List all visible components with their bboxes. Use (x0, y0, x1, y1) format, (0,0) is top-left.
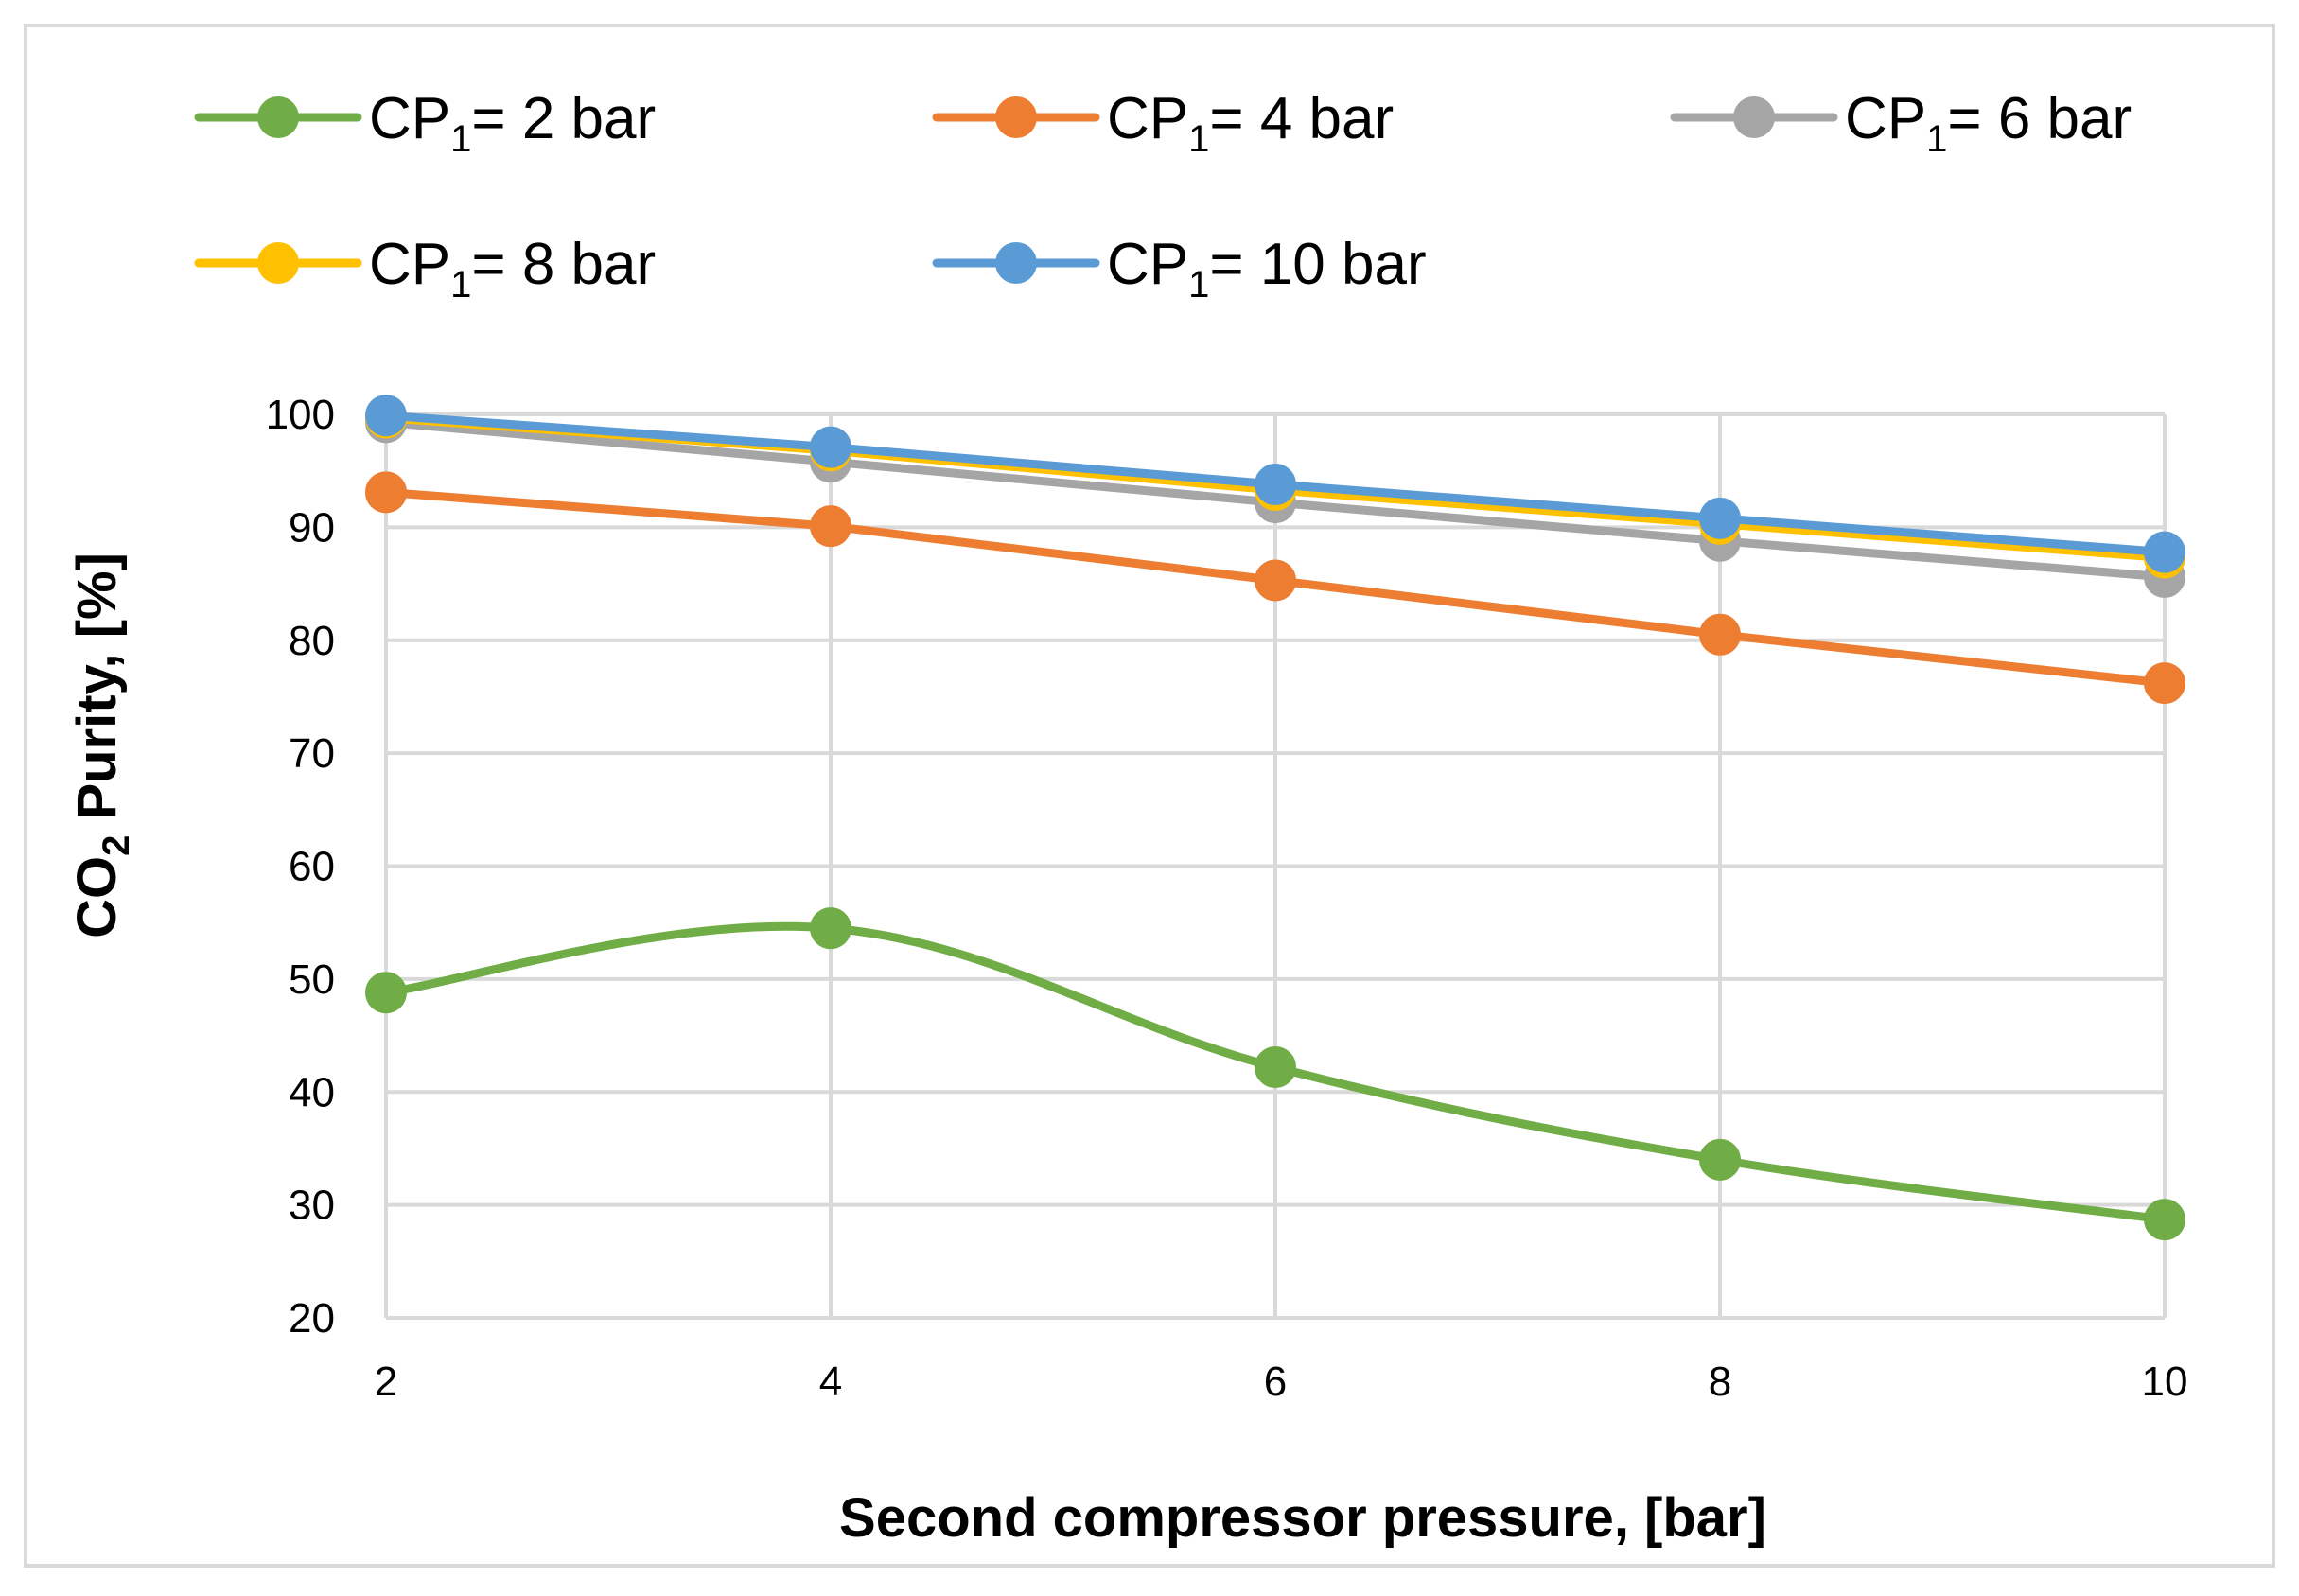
series-point-1 (1255, 1045, 1296, 1088)
legend-label-subscript: 1 (1188, 118, 1209, 160)
legend-label-suffix: = 8 bar (471, 232, 656, 297)
legend-swatch-marker-5 (995, 242, 1037, 284)
series-point-1 (1699, 1138, 1741, 1181)
legend-label-prefix: CP (1845, 86, 1926, 151)
y-tick-label: 30 (289, 1183, 335, 1229)
y-axis-title-prefix: CO (66, 856, 128, 938)
x-tick-label: 6 (1264, 1359, 1287, 1405)
legend-label-prefix: CP (1107, 86, 1188, 151)
legend-label-2: CP1= 4 bar (1107, 86, 1394, 160)
legend-label-prefix: CP (369, 232, 450, 297)
series-point-2 (365, 471, 407, 514)
legend-label-prefix: CP (1107, 232, 1188, 297)
y-tick-label: 40 (289, 1069, 335, 1115)
x-axis-title: Second compressor pressure, [bar] (839, 1487, 1766, 1549)
y-tick-label: 60 (289, 844, 335, 890)
legend-swatch-marker-3 (1733, 96, 1775, 138)
legend-label-prefix: CP (369, 86, 450, 151)
series-point-2 (810, 505, 851, 548)
series-point-5 (1699, 497, 1741, 539)
y-axis-title-suffix: Purity, [%] (66, 552, 128, 835)
y-tick-label: 70 (289, 730, 335, 777)
y-tick-label: 20 (289, 1295, 335, 1342)
legend-label-suffix: = 2 bar (471, 86, 656, 151)
legend-label-suffix: = 10 bar (1209, 232, 1426, 297)
x-tick-label: 2 (375, 1359, 397, 1405)
x-tick-label: 4 (819, 1359, 842, 1405)
legend-label-1: CP1= 2 bar (369, 86, 656, 160)
series-point-2 (1699, 613, 1741, 656)
series-point-2 (2144, 662, 2185, 705)
chart-border (24, 24, 2275, 1568)
series-layer (365, 395, 2185, 1241)
y-tick-label: 50 (289, 956, 335, 1003)
series-point-5 (2144, 531, 2185, 573)
legend-label-subscript: 1 (450, 264, 471, 306)
x-tick-label: 8 (1709, 1359, 1731, 1405)
y-tick-label: 90 (289, 504, 335, 551)
legend-label-4: CP1= 8 bar (369, 232, 656, 306)
legend-swatch-marker-2 (995, 96, 1037, 138)
legend-swatch-marker-4 (257, 242, 299, 284)
legend-swatch-marker-1 (257, 96, 299, 138)
y-tick-label: 100 (266, 392, 335, 438)
y-axis-title-subscript: 2 (96, 835, 137, 856)
tick-layer: 20 30 40 50 60 70 80 90 100 2 4 6 8 10 (266, 392, 2188, 1405)
legend-label-subscript: 1 (1188, 264, 1209, 306)
series-point-1 (2144, 1199, 2185, 1241)
y-axis-title: CO2 Purity, [%] (66, 552, 137, 938)
series-point-2 (1255, 559, 1296, 602)
series-point-5 (365, 395, 407, 437)
legend-label-subscript: 1 (1926, 118, 1947, 160)
series-point-5 (810, 426, 851, 468)
y-tick-label: 80 (289, 618, 335, 664)
legend-label-3: CP1= 6 bar (1845, 86, 2132, 160)
legend-label-suffix: = 4 bar (1209, 86, 1394, 151)
legend-label-5: CP1= 10 bar (1107, 232, 1427, 306)
series-point-1 (810, 907, 851, 950)
legend-label-subscript: 1 (450, 118, 471, 160)
legend-label-suffix: = 6 bar (1947, 86, 2132, 151)
series-point-1 (365, 972, 407, 1014)
x-tick-label: 10 (2142, 1359, 2188, 1405)
series-point-5 (1255, 464, 1296, 506)
